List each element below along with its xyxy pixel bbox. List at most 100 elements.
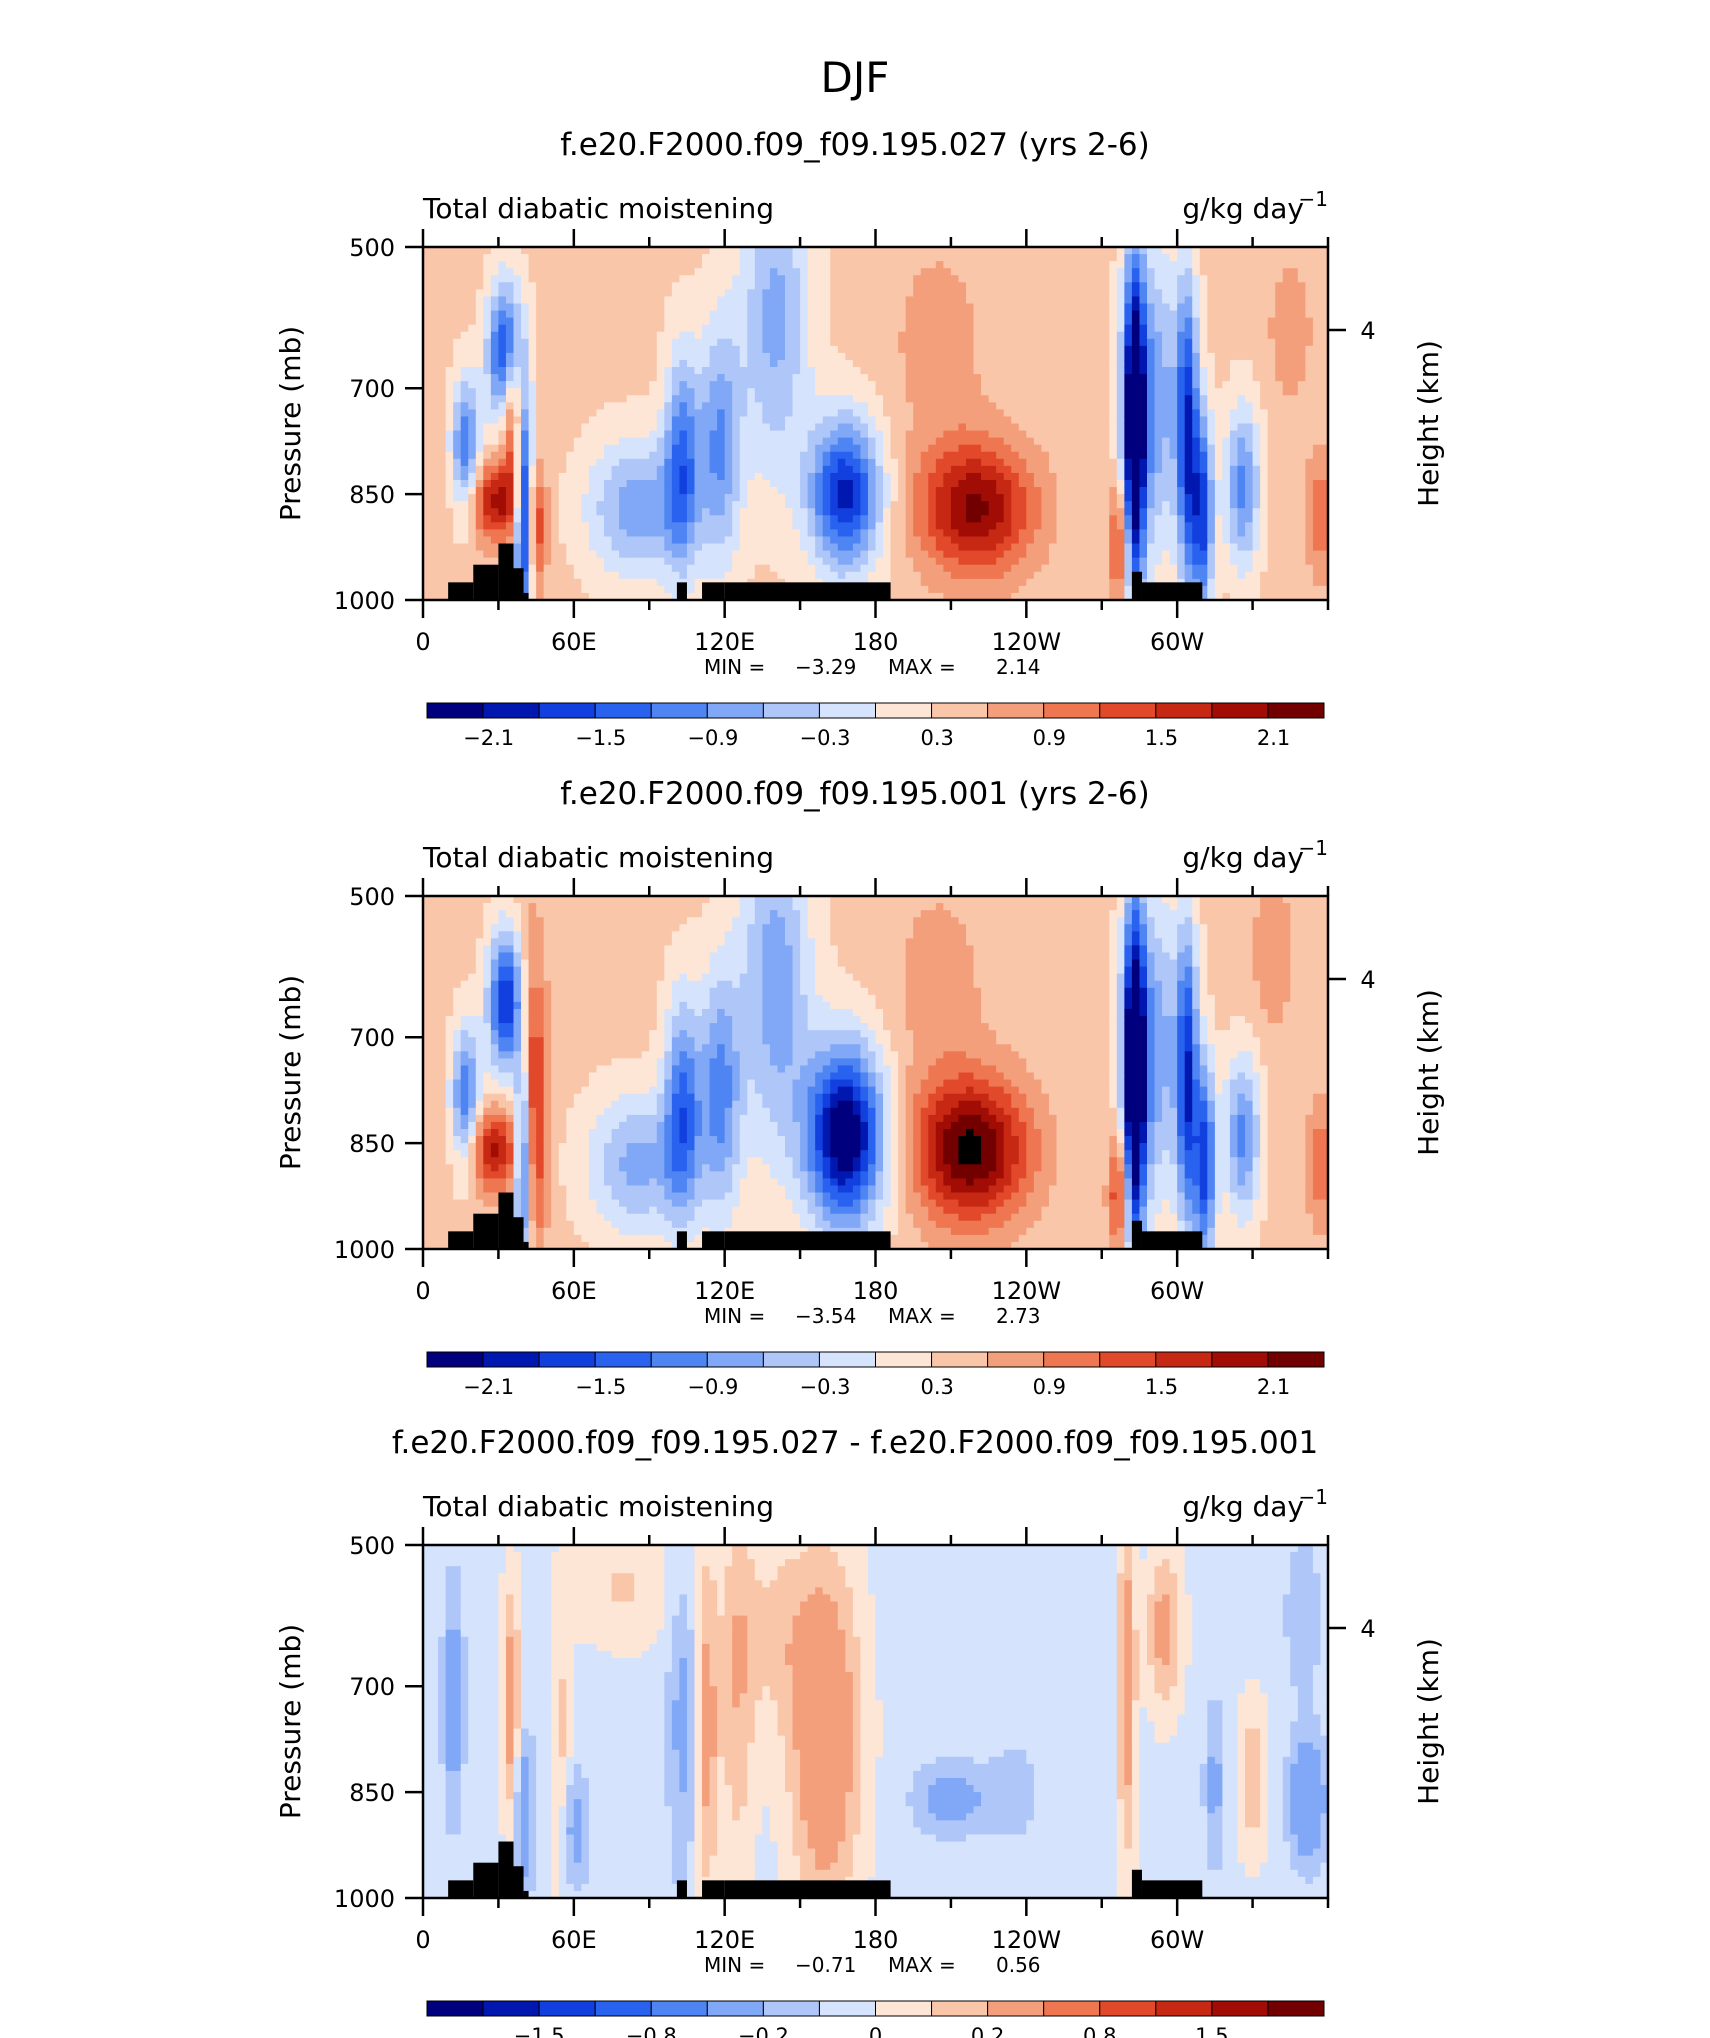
- field-cell: [1131, 374, 1141, 382]
- field-cell: [588, 381, 598, 389]
- field-cell: [1169, 374, 1178, 382]
- field-cell: [709, 275, 718, 283]
- field-cell: [490, 423, 500, 432]
- field-cell: [702, 515, 711, 523]
- field-cell: [626, 395, 635, 403]
- field-cell: [800, 395, 809, 403]
- field-cell: [1162, 465, 1171, 474]
- field-cell: [1071, 494, 1080, 502]
- field-cell: [792, 437, 801, 446]
- field-cell: [430, 268, 439, 276]
- field-cell: [800, 543, 809, 552]
- field-cell: [709, 247, 718, 255]
- field-cell: [754, 388, 763, 396]
- field-cell: [717, 338, 726, 347]
- field-cell: [981, 388, 990, 396]
- field-cell: [423, 423, 432, 432]
- field-cell: [943, 451, 952, 460]
- field-cell: [943, 367, 952, 375]
- field-cell: [762, 296, 771, 305]
- field-cell: [604, 423, 613, 432]
- field-cell: [1147, 529, 1156, 538]
- field-cell: [950, 451, 960, 460]
- field-cell: [867, 487, 877, 495]
- field-cell: [935, 472, 944, 481]
- field-cell: [943, 529, 952, 538]
- field-cell: [724, 416, 733, 425]
- field-cell: [898, 261, 907, 269]
- field-cell: [566, 557, 575, 566]
- field-cell: [649, 458, 658, 467]
- field-cell: [973, 275, 982, 283]
- field-cell: [905, 338, 914, 347]
- field-cell: [475, 289, 484, 298]
- field-cell: [920, 501, 929, 509]
- field-cell: [717, 310, 726, 319]
- field-cell: [966, 338, 975, 347]
- field-cell: [852, 388, 862, 396]
- field-cell: [604, 501, 613, 509]
- field-cell: [981, 501, 990, 509]
- field-cell: [551, 289, 560, 298]
- field-cell: [860, 472, 869, 481]
- field-cell: [1033, 444, 1043, 453]
- field-cell: [1124, 522, 1133, 530]
- field-cell: [905, 458, 914, 467]
- field-cell: [438, 437, 447, 446]
- field-cell: [656, 508, 665, 516]
- field-cell: [1131, 367, 1141, 375]
- field-cell: [634, 487, 643, 495]
- field-cell: [604, 472, 613, 481]
- field-cell: [475, 529, 484, 538]
- field-cell: [981, 359, 990, 368]
- field-cell: [1079, 522, 1088, 530]
- field-cell: [664, 367, 673, 375]
- field-cell: [438, 254, 447, 262]
- field-cell: [1147, 536, 1156, 545]
- field-cell: [1086, 381, 1095, 389]
- field-cell: [988, 310, 997, 319]
- field-cell: [860, 275, 869, 283]
- field-cell: [996, 367, 1005, 375]
- field-cell: [1048, 324, 1058, 333]
- field-cell: [747, 487, 756, 495]
- field-cell: [1026, 268, 1035, 276]
- field-cell: [1154, 352, 1163, 361]
- field-cell: [1124, 345, 1133, 354]
- field-cell: [468, 289, 477, 298]
- field-cell: [935, 268, 944, 276]
- field-cell: [800, 381, 809, 389]
- field-cell: [1041, 592, 1050, 601]
- field-cell: [694, 374, 703, 382]
- field-cell: [815, 515, 824, 523]
- field-cell: [1116, 508, 1125, 516]
- field-cell: [883, 388, 892, 396]
- field-cell: [1003, 550, 1012, 559]
- field-cell: [430, 536, 439, 545]
- field-cell: [996, 254, 1005, 262]
- field-cell: [490, 352, 500, 361]
- field-cell: [551, 409, 560, 418]
- field-cell: [430, 571, 439, 580]
- field-cell: [468, 345, 477, 354]
- field-cell: [1086, 437, 1095, 446]
- field-cell: [860, 338, 869, 347]
- field-cell: [641, 430, 650, 439]
- field-cell: [890, 331, 899, 340]
- field-cell: [543, 423, 552, 432]
- field-cell: [1041, 374, 1050, 382]
- field-cell: [1041, 430, 1050, 439]
- field-cell: [430, 494, 439, 502]
- field-cell: [867, 310, 877, 319]
- field-cell: [973, 388, 982, 396]
- field-cell: [709, 352, 718, 361]
- field-cell: [1018, 515, 1027, 523]
- field-cell: [988, 303, 997, 312]
- field-cell: [573, 247, 582, 255]
- field-cell: [581, 409, 590, 418]
- field-cell: [852, 352, 862, 361]
- field-cell: [792, 444, 801, 453]
- field-cell: [1131, 423, 1141, 432]
- field-cell: [875, 451, 884, 460]
- field-cell: [641, 550, 650, 559]
